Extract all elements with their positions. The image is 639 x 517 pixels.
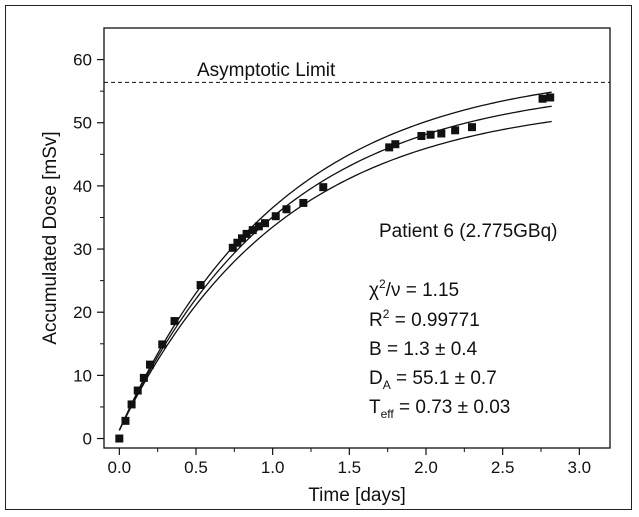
- da-value: = 55.1 ± 0.7: [391, 368, 497, 389]
- x-tick-label: 3.0: [568, 458, 592, 477]
- data-point: [391, 140, 400, 149]
- data-point: [426, 130, 435, 139]
- data-point: [451, 126, 460, 135]
- x-tick-label: 2.0: [414, 458, 438, 477]
- data-point: [417, 132, 426, 140]
- x-tick-label: 1.5: [338, 458, 362, 477]
- chi-symbol: χ: [369, 280, 379, 301]
- data-point: [133, 386, 142, 395]
- r2-superscript: 2: [383, 307, 390, 321]
- x-tick-label: 2.5: [491, 458, 515, 477]
- data-point: [146, 360, 154, 369]
- data-point: [468, 123, 476, 132]
- y-tick-label: 40: [73, 177, 92, 196]
- data-point: [546, 93, 555, 102]
- data-point: [242, 229, 251, 238]
- teff-base: T: [369, 397, 381, 418]
- r2-value: = 0.99771: [389, 310, 479, 331]
- y-tick-label: 10: [73, 366, 92, 385]
- data-point: [254, 222, 263, 231]
- fit-curves: [104, 81, 610, 431]
- data-point: [170, 317, 179, 326]
- r2-base: R: [369, 310, 383, 331]
- data-point: [282, 205, 291, 214]
- axis-ticks: 0.0 0.5 1.0 1.5 2.0 2.5 3.0 0 10 20 30 40 50 60: [73, 51, 591, 477]
- x-tick-label: 1.0: [261, 458, 285, 477]
- data-point: [228, 243, 237, 252]
- fit-upper-bound-curve: [118, 91, 552, 431]
- data-point: [158, 340, 167, 349]
- data-point: [538, 94, 547, 103]
- data-point: [127, 400, 136, 409]
- x-axis-label: Time [days]: [308, 485, 406, 506]
- data-point: [115, 434, 124, 443]
- plot-area: [103, 27, 611, 449]
- data-point: [437, 129, 446, 138]
- teff-parameter-line: Teff = 0.73 ± 0.03: [369, 397, 510, 421]
- y-tick-label: 0: [83, 430, 92, 449]
- data-point: [139, 373, 148, 382]
- chi-superscript: 2: [379, 277, 386, 291]
- chi-value: /ν = 1.15: [386, 280, 459, 301]
- asymptote-label: Asymptotic Limit: [197, 60, 336, 81]
- chi-square-line: χ2/ν = 1.15: [369, 277, 459, 301]
- fit-curve: [118, 105, 552, 431]
- data-point: [233, 238, 242, 247]
- data-point: [319, 183, 328, 192]
- figure-frame: [5, 5, 632, 510]
- data-point: [299, 198, 308, 207]
- patient-label: Patient 6 (2.775GBq): [379, 221, 558, 242]
- x-tick-label: 0.0: [108, 458, 132, 477]
- da-base: D: [369, 368, 383, 389]
- teff-subscript: eff: [381, 407, 395, 421]
- fit-lower-bound-curve: [118, 120, 552, 431]
- teff-value: = 0.73 ± 0.03: [394, 397, 511, 418]
- data-point: [248, 226, 257, 235]
- y-tick-label: 50: [73, 114, 92, 133]
- data-point: [238, 234, 246, 243]
- y-tick-label: 30: [73, 240, 92, 259]
- data-point: [261, 219, 269, 228]
- da-subscript: A: [383, 378, 391, 392]
- da-parameter-line: DA = 55.1 ± 0.7: [369, 368, 497, 392]
- b-parameter-line: B = 1.3 ± 0.4: [369, 339, 478, 360]
- y-tick-label: 60: [73, 51, 92, 70]
- r-squared-line: R2 = 0.99771: [369, 307, 480, 331]
- data-point: [121, 416, 130, 425]
- data-point: [385, 143, 394, 152]
- y-tick-label: 20: [73, 303, 92, 322]
- x-tick-label: 0.5: [184, 458, 208, 477]
- data-point: [271, 212, 280, 221]
- data-points: [115, 93, 555, 443]
- y-axis-label: Accumulated Dose [mSv]: [40, 131, 61, 344]
- data-point: [196, 281, 205, 290]
